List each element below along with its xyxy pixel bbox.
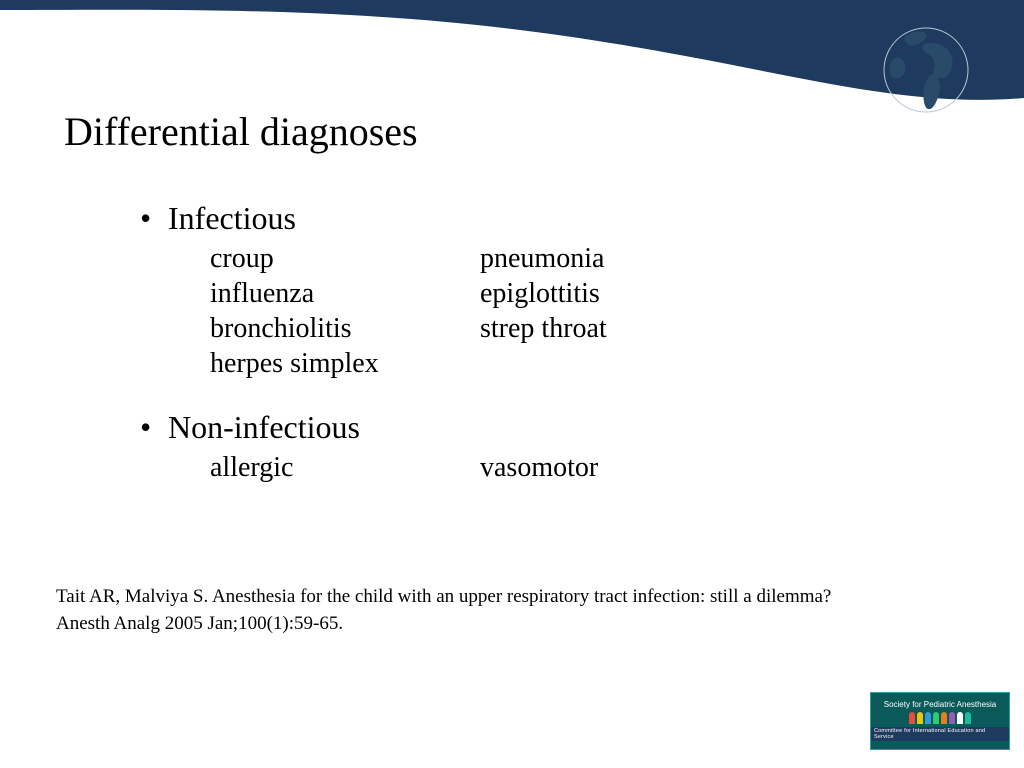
noninfectious-col1: allergic [210,450,480,485]
bullet-icon: • [140,202,168,234]
infectious-col2: pneumonia epiglottitis strep throat [480,241,900,381]
slide-title: Differential diagnoses [64,108,418,155]
infectious-items: croup influenza bronchiolitis herpes sim… [210,241,900,381]
badge-people-icon [909,712,971,724]
band-shape [0,0,1024,100]
list-item: influenza [210,276,480,311]
list-item: pneumonia [480,241,900,276]
noninfectious-col2: vasomotor [480,450,900,485]
list-item: allergic [210,450,480,485]
list-item: herpes simplex [210,346,480,381]
globe-icon [876,18,976,118]
section-label: Infectious [168,200,296,237]
header-band [0,0,1024,110]
badge-org: Society for Pediatric Anesthesia [884,701,997,710]
list-item: croup [210,241,480,276]
noninfectious-items: allergic vasomotor [210,450,900,485]
bullet-noninfectious: • Non-infectious [140,409,900,446]
list-item: epiglottitis [480,276,900,311]
section-label: Non-infectious [168,409,360,446]
infectious-col1: croup influenza bronchiolitis herpes sim… [210,241,480,381]
citation-line: Tait AR, Malviya S. Anesthesia for the c… [56,583,976,611]
list-item: strep throat [480,311,900,346]
citation: Tait AR, Malviya S. Anesthesia for the c… [56,583,976,638]
list-item: bronchiolitis [210,311,480,346]
citation-line: Anesth Analg 2005 Jan;100(1):59-65. [56,610,976,638]
badge-subtitle: Committee for International Education an… [871,727,1009,741]
bullet-icon: • [140,411,168,443]
list-item: vasomotor [480,450,900,485]
bullet-infectious: • Infectious [140,200,900,237]
footer-badge: Society for Pediatric Anesthesia Committ… [870,692,1010,750]
content-area: • Infectious croup influenza bronchiolit… [140,200,900,485]
